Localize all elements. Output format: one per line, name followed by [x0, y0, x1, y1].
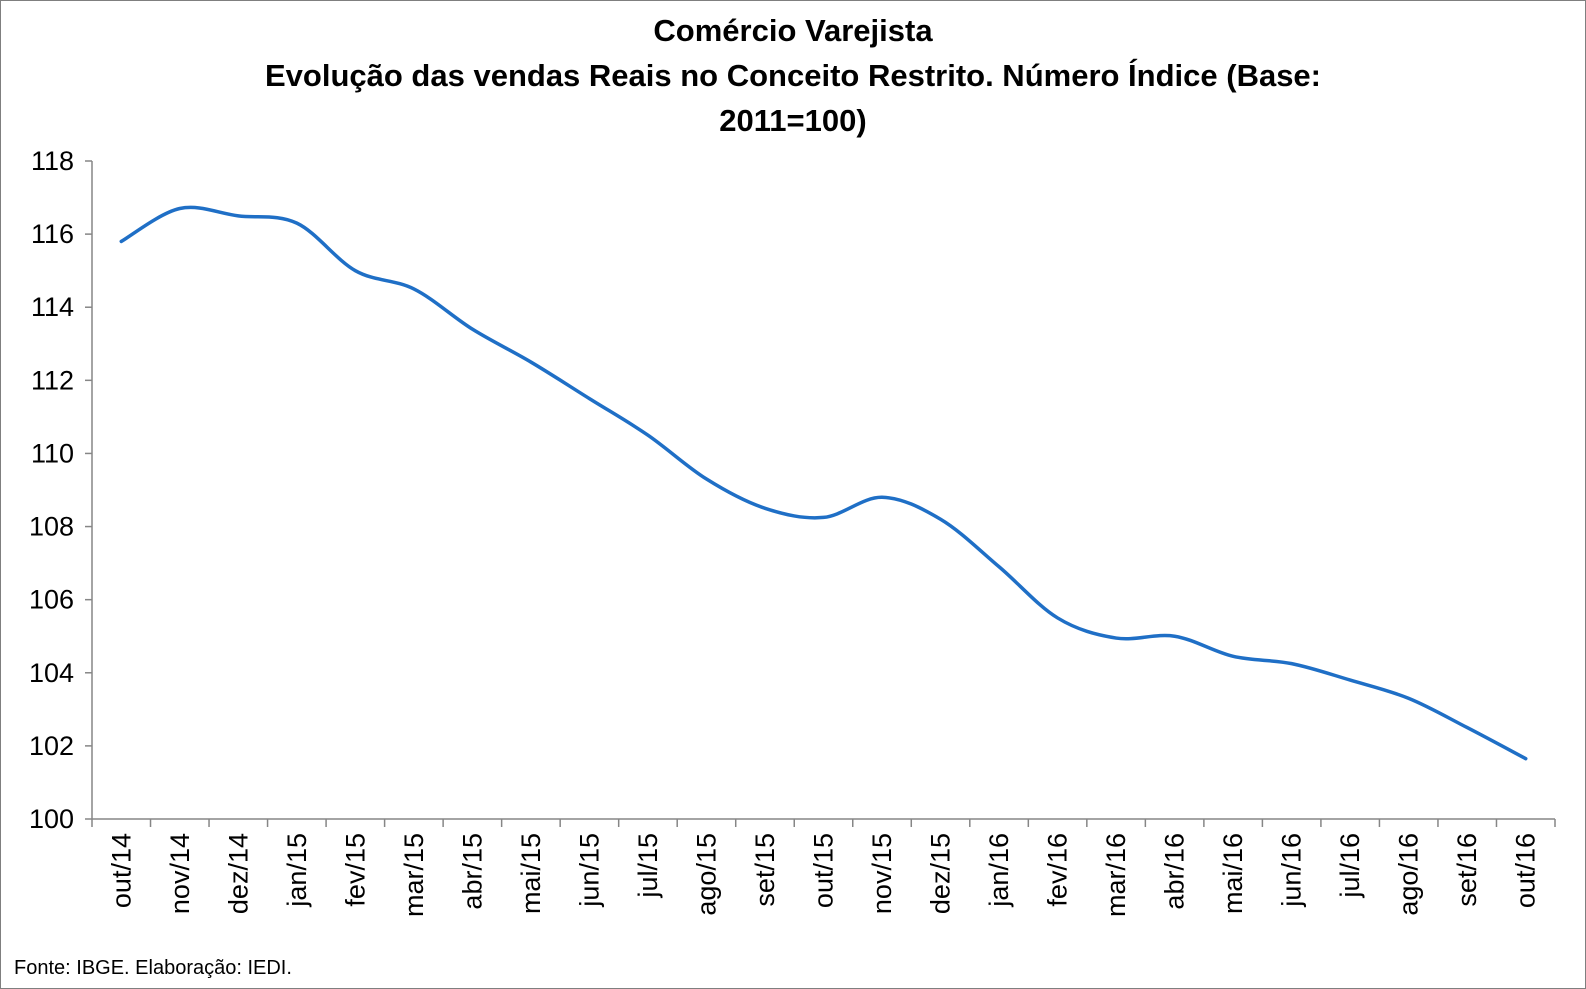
x-tick-label: set/15 — [750, 833, 780, 907]
x-tick-label: set/16 — [1452, 833, 1482, 907]
x-tick-label: fev/16 — [1043, 833, 1073, 907]
y-tick-label: 112 — [31, 365, 74, 395]
data-point — [996, 564, 1002, 570]
data-point — [821, 514, 827, 520]
x-tick-label: mar/16 — [1101, 833, 1131, 917]
x-tick-label: ago/15 — [691, 833, 721, 916]
x-tick-label: jun/16 — [1277, 833, 1307, 908]
data-point — [1230, 653, 1236, 659]
data-point — [1055, 615, 1061, 621]
y-tick-label: 102 — [29, 731, 74, 761]
x-tick-label: abr/16 — [1160, 833, 1190, 910]
title-line-2: Evolução das vendas Reais no Conceito Re… — [265, 58, 1321, 93]
x-tick-label: jan/16 — [984, 833, 1014, 908]
y-axis: 100 102 104 106 108 110 112 114 116 118 — [29, 146, 93, 834]
x-tick-label: out/14 — [106, 833, 136, 908]
x-tick-label: abr/15 — [457, 833, 487, 910]
x-tick-label: jan/15 — [282, 833, 312, 908]
x-tick-label: nov/14 — [165, 833, 195, 914]
data-point — [235, 213, 241, 219]
title-line-3: 2011=100) — [719, 103, 867, 138]
y-tick-label: 110 — [31, 438, 74, 468]
data-point — [938, 516, 944, 522]
series-line — [119, 205, 1528, 761]
data-point — [1523, 756, 1529, 762]
y-tick-label: 106 — [29, 585, 74, 615]
y-tick-label: 116 — [31, 219, 74, 249]
data-point — [879, 494, 885, 500]
data-point — [1172, 633, 1178, 639]
x-tick-label: ago/16 — [1394, 833, 1424, 916]
data-point — [1406, 695, 1412, 701]
data-point — [1289, 661, 1295, 667]
data-point — [294, 220, 300, 226]
title-line-1: Comércio Varejista — [653, 13, 933, 48]
chart-title: Comércio Varejista Evolução das vendas R… — [0, 8, 1586, 143]
y-tick-label: 118 — [31, 146, 74, 176]
y-tick-label: 104 — [29, 658, 74, 688]
x-tick-label: mai/16 — [1218, 833, 1248, 914]
data-point — [645, 432, 651, 438]
x-tick-label: jun/15 — [574, 833, 604, 908]
y-tick-label: 114 — [31, 292, 74, 322]
y-tick-label: 108 — [29, 512, 74, 542]
series-layer — [118, 205, 1529, 762]
data-point — [1464, 725, 1470, 731]
source-note: Fonte: IBGE. Elaboração: IEDI. — [14, 957, 292, 979]
data-point — [469, 326, 475, 332]
x-tick-label: mar/15 — [399, 833, 429, 917]
data-point — [1347, 677, 1353, 683]
data-point — [352, 268, 358, 274]
data-point — [703, 476, 709, 482]
x-tick-label: mai/15 — [516, 833, 546, 914]
x-tick-label: dez/14 — [223, 833, 253, 914]
x-tick-label: jul/16 — [1335, 833, 1365, 899]
data-point — [411, 286, 417, 292]
data-point — [1113, 635, 1119, 641]
x-tick-label: out/16 — [1511, 833, 1541, 908]
data-point — [118, 238, 124, 244]
x-tick-label: jul/15 — [633, 833, 663, 899]
data-point — [528, 359, 534, 365]
x-tick-label: dez/15 — [926, 833, 956, 914]
x-tick-label: fev/15 — [340, 833, 370, 907]
x-tick-label: out/15 — [809, 833, 839, 908]
y-tick-label: 100 — [29, 804, 74, 834]
data-point — [762, 505, 768, 511]
x-axis: out/14 nov/14 dez/14 jan/15 fev/15 mar/15 abr/… — [91, 818, 1556, 917]
data-point — [177, 206, 183, 212]
data-point — [586, 396, 592, 402]
x-tick-label: nov/15 — [867, 833, 897, 914]
